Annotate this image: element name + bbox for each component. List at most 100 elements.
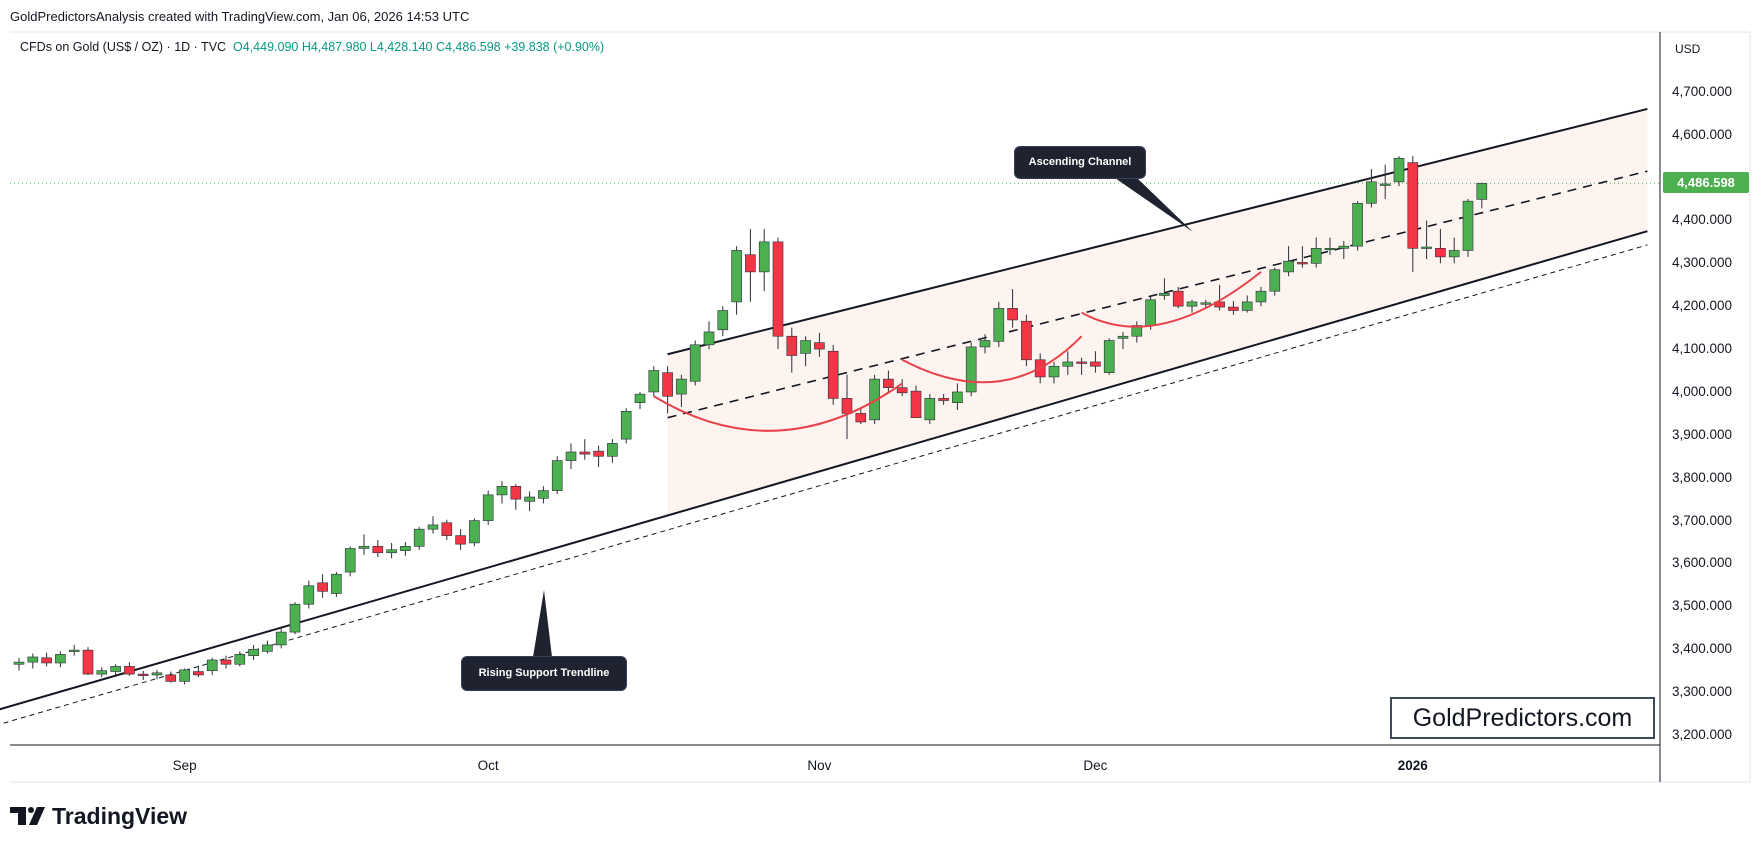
candle-body <box>455 535 466 545</box>
candle-body <box>96 670 108 675</box>
candle-body <box>400 546 411 551</box>
candle-up <box>731 246 742 315</box>
candle-down <box>786 327 798 373</box>
candle-body <box>13 661 25 665</box>
tradingview-logo[interactable]: TradingView <box>10 802 187 830</box>
candle-body <box>317 582 328 592</box>
candle-up <box>234 651 246 667</box>
candle-up <box>538 486 549 504</box>
candle-body <box>289 603 301 633</box>
candle-body <box>1462 200 1474 251</box>
time-axis-label: Dec <box>1083 758 1108 773</box>
candle-body <box>1159 293 1170 296</box>
candle-up <box>676 374 687 407</box>
candle-up <box>1393 156 1405 187</box>
rounding-bottom-arc <box>1081 271 1262 328</box>
candle-down <box>662 366 673 414</box>
price-axis-label: 3,300.000 <box>1672 684 1733 700</box>
candle-down <box>510 484 522 510</box>
rising-support-callout: Rising Support Trendline <box>461 656 627 691</box>
candle-down <box>1007 289 1018 328</box>
symbol-legend: CFDs on Gold (US$ / OZ) · 1D · TVC O4,44… <box>20 40 604 54</box>
candle-body <box>179 669 190 682</box>
candle-down <box>883 370 894 392</box>
candle-down <box>745 229 756 302</box>
candle-down <box>910 385 922 418</box>
candle-body <box>579 451 591 455</box>
rising-support-trendline[interactable] <box>0 230 1648 716</box>
candle-body <box>206 659 218 671</box>
candle-body <box>303 585 315 605</box>
candle-body <box>1393 157 1405 183</box>
candle-up <box>965 342 977 397</box>
candle-body <box>979 340 991 348</box>
candle-body <box>469 520 480 544</box>
price-axis-label: 4,400.000 <box>1672 212 1733 228</box>
callout-pointer-channel <box>1115 178 1193 232</box>
currency-label[interactable]: USD <box>1675 42 1701 56</box>
candlestick-series <box>13 156 1488 685</box>
candle-body <box>262 644 273 652</box>
price-axis-label: 4,200.000 <box>1672 298 1733 314</box>
candle-down <box>827 344 839 405</box>
candle-up <box>68 644 80 656</box>
candle-body <box>841 398 853 414</box>
candle-body <box>1172 290 1184 307</box>
candle-body <box>1310 248 1322 264</box>
tradingview-logo-icon <box>10 807 45 825</box>
candle-down <box>82 647 94 675</box>
candle-up <box>275 628 287 649</box>
candle-body <box>248 648 259 656</box>
candle-up <box>1255 286 1267 307</box>
candle-up <box>55 651 66 668</box>
candle-body <box>772 241 784 337</box>
candle-body <box>993 308 1005 342</box>
channel-upper-line[interactable] <box>667 107 1648 356</box>
candle-up <box>717 306 729 337</box>
candle-body <box>1228 306 1239 311</box>
candle-body <box>82 649 94 675</box>
candle-up <box>469 518 480 547</box>
candle-body <box>827 350 839 399</box>
candle-body <box>1021 320 1032 361</box>
candle-up <box>703 321 715 350</box>
candle-body <box>938 398 949 401</box>
candle-up <box>1283 246 1294 277</box>
candle-body <box>965 346 977 393</box>
last-price-badge: 4,486.598 <box>1663 172 1749 194</box>
goldpredictors-watermark: GoldPredictors.com <box>1390 697 1655 739</box>
ascending-channel-callout: Ascending Channel <box>1014 146 1146 179</box>
candle-body <box>1379 183 1391 186</box>
candle-body <box>386 549 397 554</box>
candle-body <box>1255 290 1267 303</box>
candle-body <box>27 656 39 663</box>
candle-body <box>648 370 660 393</box>
candle-body <box>758 241 770 273</box>
candle-body <box>1131 325 1143 337</box>
candle-body <box>1090 361 1101 367</box>
rounding-bottom-arc <box>653 382 903 432</box>
chart-frame <box>10 31 1751 783</box>
candle-down <box>1228 301 1239 315</box>
candle-up <box>1421 220 1432 260</box>
rounding-bottom-arc <box>901 335 1083 384</box>
candle-up <box>1379 164 1391 199</box>
candle-body <box>1435 248 1446 258</box>
candle-body <box>924 398 936 421</box>
candle-up <box>331 572 342 597</box>
candle-down <box>193 665 204 678</box>
candle-body <box>358 546 370 549</box>
candle-down <box>455 529 466 550</box>
callout-pointer-support <box>533 590 552 657</box>
candle-body <box>593 450 604 457</box>
candle-down <box>1297 246 1308 268</box>
candle-body <box>441 522 453 536</box>
candle-up <box>800 336 811 367</box>
candle-up <box>427 516 439 534</box>
candle-body <box>745 254 756 273</box>
candle-down <box>938 394 949 405</box>
candle-body <box>524 496 535 502</box>
candle-body <box>1352 202 1363 247</box>
candle-up <box>358 534 370 555</box>
